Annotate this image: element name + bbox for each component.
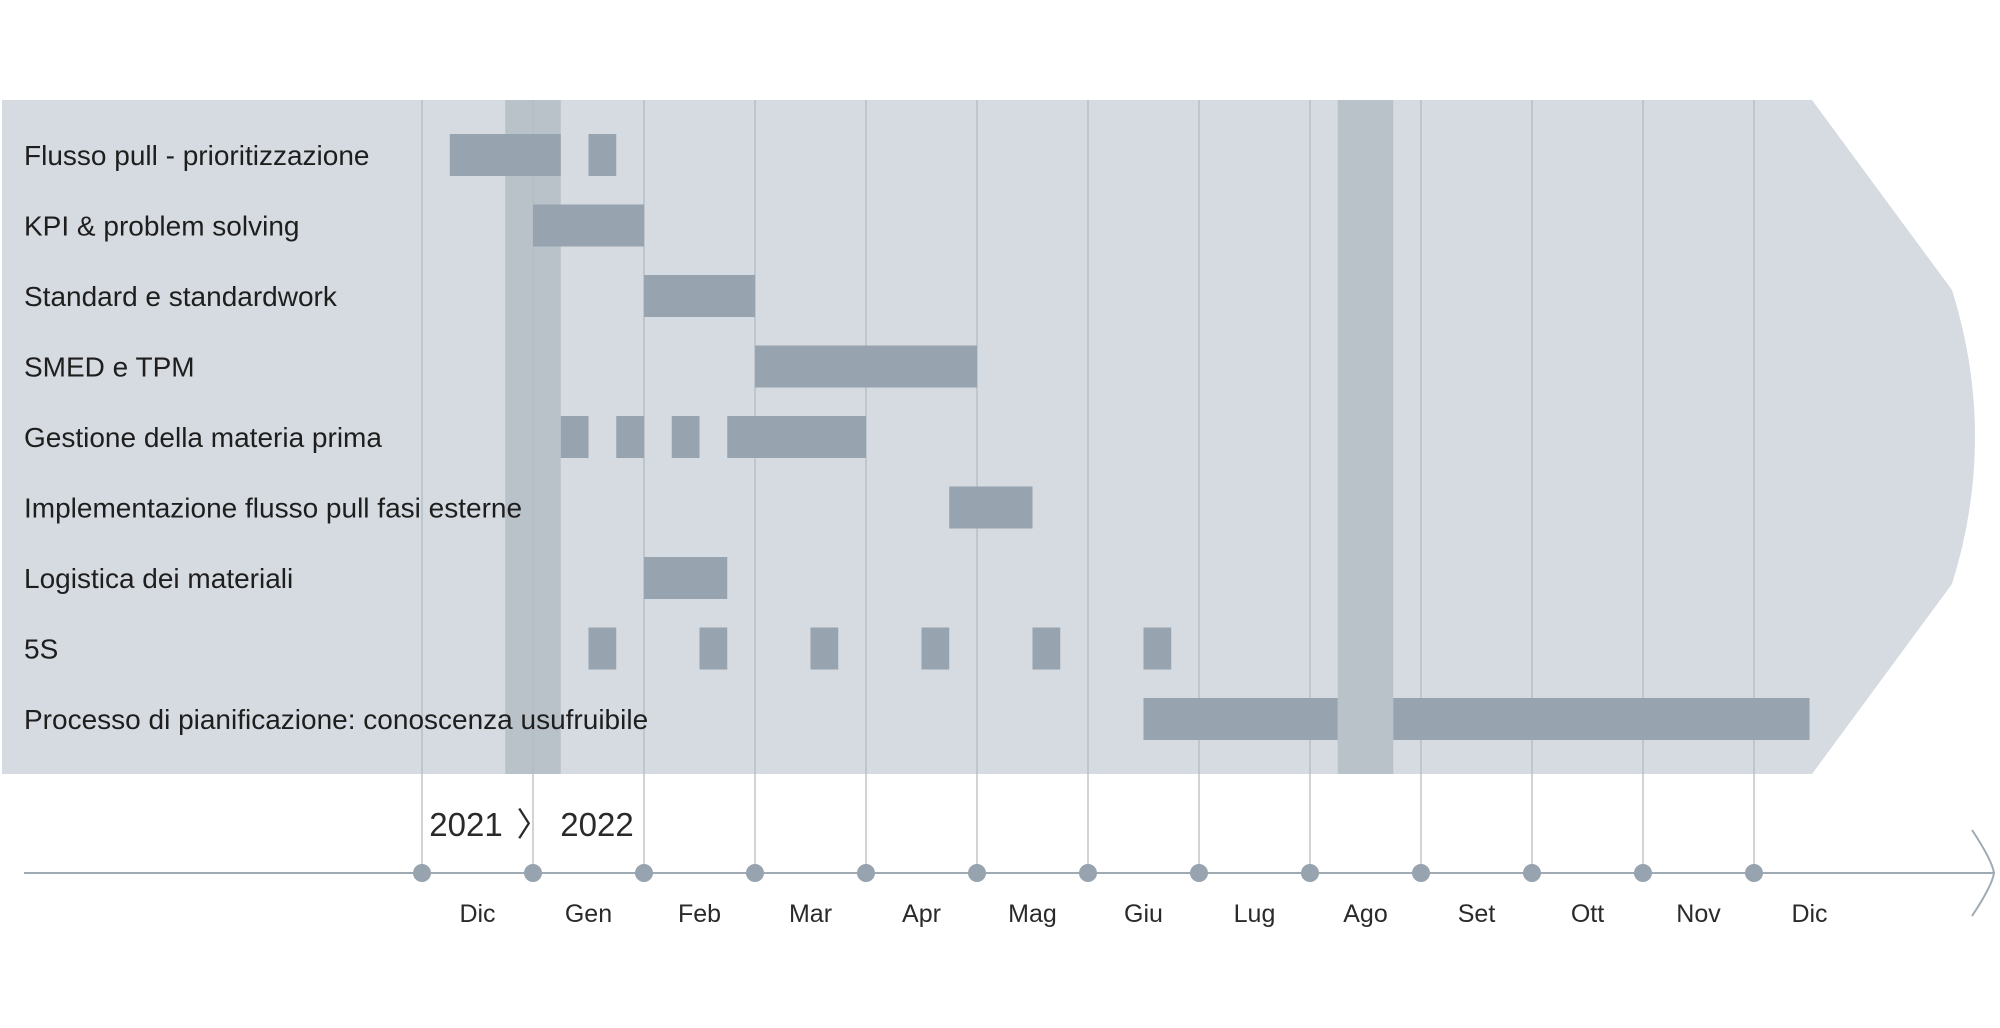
task-label: Logistica dei materiali — [24, 563, 293, 594]
task-bar — [810, 627, 839, 670]
month-dot — [1412, 864, 1430, 882]
month-dot — [1634, 864, 1652, 882]
month-dot — [1079, 864, 1097, 882]
month-label: Apr — [902, 900, 941, 928]
timeline-axis: Dic Gen Feb Mar Apr Mag Giu Lug Ago Set Ott Nov Dic 2… — [24, 806, 1996, 928]
month-label: Ott — [1571, 900, 1604, 928]
task-bar — [1032, 627, 1061, 670]
timeline-band-shape — [2, 100, 1975, 774]
month-dot — [635, 864, 653, 882]
task-bar — [644, 557, 728, 599]
month-dot — [1523, 864, 1541, 882]
task-bar — [671, 416, 700, 458]
task-label: KPI & problem solving — [24, 211, 299, 242]
task-bar — [533, 204, 644, 247]
month-label: Dic — [459, 900, 495, 928]
task-bar — [588, 627, 617, 670]
month-dot — [746, 864, 764, 882]
task-bar — [755, 345, 977, 388]
task-label: Flusso pull - prioritizzazione — [24, 140, 369, 171]
task-bar — [560, 416, 589, 458]
month-dot — [857, 864, 875, 882]
month-dot — [968, 864, 986, 882]
month-label: Mag — [1008, 900, 1057, 928]
task-bar — [949, 486, 1033, 529]
month-dot — [524, 864, 542, 882]
task-labels: Flusso pull - prioritizzazione KPI & prob… — [24, 140, 648, 735]
task-bar — [588, 134, 617, 176]
month-label: Feb — [678, 900, 721, 928]
year-label: 2021 — [429, 806, 502, 843]
month-dot — [1301, 864, 1319, 882]
task-bar — [1143, 698, 1338, 740]
task-bars — [449, 134, 1810, 740]
month-gridlines — [421, 100, 1755, 873]
task-label: Implementazione flusso pull fasi esterne — [24, 493, 522, 524]
task-label: Gestione della materia prima — [24, 422, 382, 453]
task-bar — [921, 627, 950, 670]
timeline-band — [2, 100, 1975, 774]
month-dot — [1745, 864, 1763, 882]
task-bar — [616, 416, 644, 458]
month-dot — [1190, 864, 1208, 882]
month-label: Ago — [1343, 900, 1387, 928]
task-bar — [727, 416, 866, 458]
axis-arrowhead — [1971, 829, 1996, 917]
month-label: Mar — [789, 900, 832, 928]
month-label: Nov — [1676, 900, 1721, 928]
task-label: SMED e TPM — [24, 352, 195, 383]
month-label: Gen — [565, 900, 612, 928]
year-separator: 〉 — [517, 806, 550, 843]
task-label: 5S — [24, 634, 58, 665]
task-bar — [1143, 627, 1172, 670]
highlight-period — [1337, 100, 1394, 774]
year-label: 2022 — [560, 806, 633, 843]
month-label: Set — [1458, 900, 1496, 928]
task-bar — [449, 134, 561, 176]
month-label: Dic — [1791, 900, 1827, 928]
task-label: Standard e standardwork — [24, 281, 338, 312]
task-bar — [644, 275, 755, 317]
month-label: Lug — [1234, 900, 1276, 928]
task-label: Processo di pianificazione: conoscenza u… — [24, 704, 648, 735]
month-label: Giu — [1124, 900, 1163, 928]
task-bar — [699, 627, 728, 670]
task-bar — [1393, 698, 1810, 740]
month-dot — [413, 864, 431, 882]
